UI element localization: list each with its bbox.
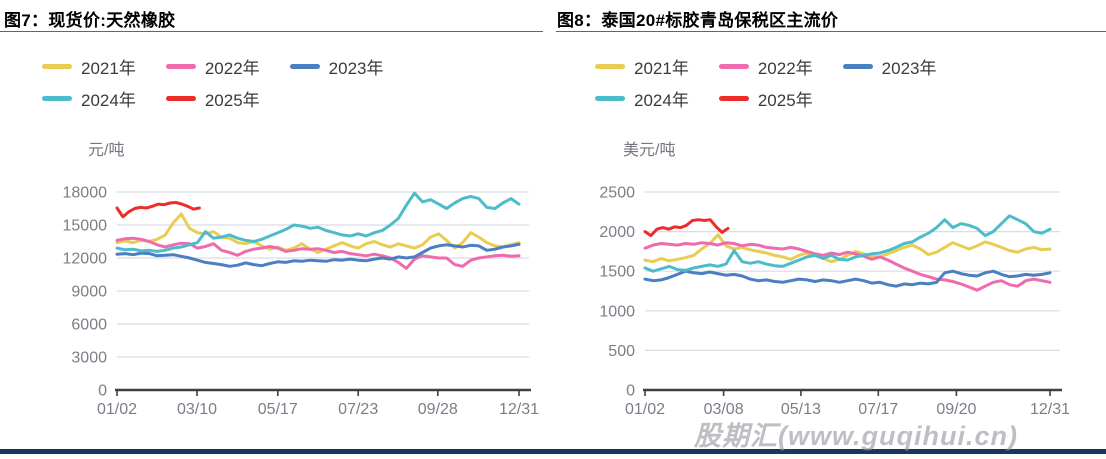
x-tick-label: 05/13: [781, 401, 821, 418]
figure-8-chart: 0 500 1000 1500 2000 2500 01/02 03/08 05/13 07/17…: [599, 185, 1070, 419]
x-tick-label: 09/20: [936, 401, 976, 418]
x-tick-label: 07/17: [858, 401, 898, 418]
x-tick-label: 01/02: [625, 401, 665, 418]
y-tick-label: 2500: [599, 185, 635, 202]
y-tick-label: 500: [608, 343, 635, 360]
x-tick-label: 07/23: [338, 401, 378, 418]
y-tick-label: 0: [626, 383, 635, 400]
legend-swatch: [718, 64, 749, 69]
figure-7-panel: 图7：现货价:天然橡胶 2021年 2022年 2023年 2024年 2025年 元/…: [0, 0, 553, 450]
x-tick-label: 03/10: [177, 401, 217, 418]
series-line-2025年: [115, 201, 201, 219]
figure-7-legend: 2021年 2022年 2023年 2024年 2025年: [42, 56, 472, 110]
legend-label: 2023年: [328, 59, 384, 78]
legend-item-2022年: 2022年: [165, 56, 260, 78]
figure-8-y-axis-unit: 美元/吨: [623, 142, 676, 159]
series-line-2022年: [643, 241, 1052, 292]
y-tick-label: 6000: [71, 317, 107, 334]
x-tick-label: 09/28: [418, 401, 458, 418]
series-line-2024年: [643, 214, 1052, 273]
y-tick-label: 0: [98, 383, 107, 400]
legend-item-2023年: 2023年: [289, 56, 384, 78]
legend-swatch: [165, 64, 196, 69]
legend-label: 2024年: [634, 91, 689, 110]
y-tick-label: 12000: [63, 251, 108, 268]
legend-item-2025年: 2025年: [718, 88, 813, 110]
legend-label: 2022年: [204, 59, 260, 78]
y-tick-label: 1500: [599, 264, 635, 281]
legend-item-2021年: 2021年: [595, 56, 689, 78]
legend-item-2021年: 2021年: [42, 56, 136, 78]
series-line-2024年: [115, 191, 521, 253]
x-tick-label: 12/31: [499, 401, 539, 418]
legend-label: 2024年: [81, 91, 136, 110]
y-tick-label: 18000: [63, 185, 108, 202]
legend-label: 2025年: [204, 91, 260, 110]
y-tick-label: 15000: [63, 218, 108, 235]
legend-label: 2025年: [757, 91, 813, 110]
y-tick-label: 3000: [71, 350, 107, 367]
legend-item-2023年: 2023年: [842, 56, 937, 78]
figure-8-title: 图8：泰国20#标胶青岛保税区主流价: [557, 11, 839, 30]
x-tick-label: 12/31: [1030, 401, 1070, 418]
x-tick-label: 05/17: [258, 401, 298, 418]
y-tick-label: 9000: [71, 284, 107, 301]
legend-swatch: [718, 96, 749, 101]
figure-7-y-axis-unit: 元/吨: [88, 142, 125, 159]
legend-swatch: [595, 96, 625, 101]
legend-swatch: [42, 96, 72, 101]
legend-swatch: [842, 64, 873, 69]
title-rule: [556, 31, 1106, 32]
figure-7-title: 图7：现货价:天然橡胶: [4, 11, 176, 30]
series-line-2022年: [115, 236, 521, 270]
legend-swatch: [595, 64, 625, 69]
legend-item-2022年: 2022年: [718, 56, 813, 78]
y-tick-label: 1000: [599, 303, 635, 320]
legend-label: 2023年: [881, 59, 937, 78]
figure-8-legend: 2021年 2022年 2023年 2024年 2025年: [595, 56, 1025, 110]
title-rule: [0, 31, 543, 32]
figure-7-chart: 0 3000 6000 9000 12000 15000 18000 01/02 03/10 05…: [63, 185, 540, 419]
legend-item-2025年: 2025年: [165, 88, 260, 110]
x-tick-label: 01/02: [97, 401, 137, 418]
legend-label: 2021年: [81, 59, 136, 78]
watermark: 股期汇(www.guqihui.cn): [694, 421, 1018, 451]
legend-swatch: [42, 64, 72, 69]
series-line-2021年: [643, 233, 1052, 264]
legend-swatch: [289, 64, 320, 69]
x-tick-label: 03/08: [704, 401, 744, 418]
legend-label: 2022年: [757, 59, 813, 78]
legend-swatch: [165, 96, 196, 101]
series-line-2025年: [643, 218, 730, 238]
series-line-2023年: [115, 242, 521, 268]
legend-item-2024年: 2024年: [42, 88, 136, 110]
y-tick-label: 2000: [599, 224, 635, 241]
series-line-2023年: [643, 269, 1052, 288]
legend-item-2024年: 2024年: [595, 88, 689, 110]
figure-8-panel: 图8：泰国20#标胶青岛保税区主流价 2021年 2022年 2023年 2024年 2…: [553, 0, 1106, 450]
bottom-divider: [0, 449, 1106, 454]
legend-label: 2021年: [634, 59, 689, 78]
